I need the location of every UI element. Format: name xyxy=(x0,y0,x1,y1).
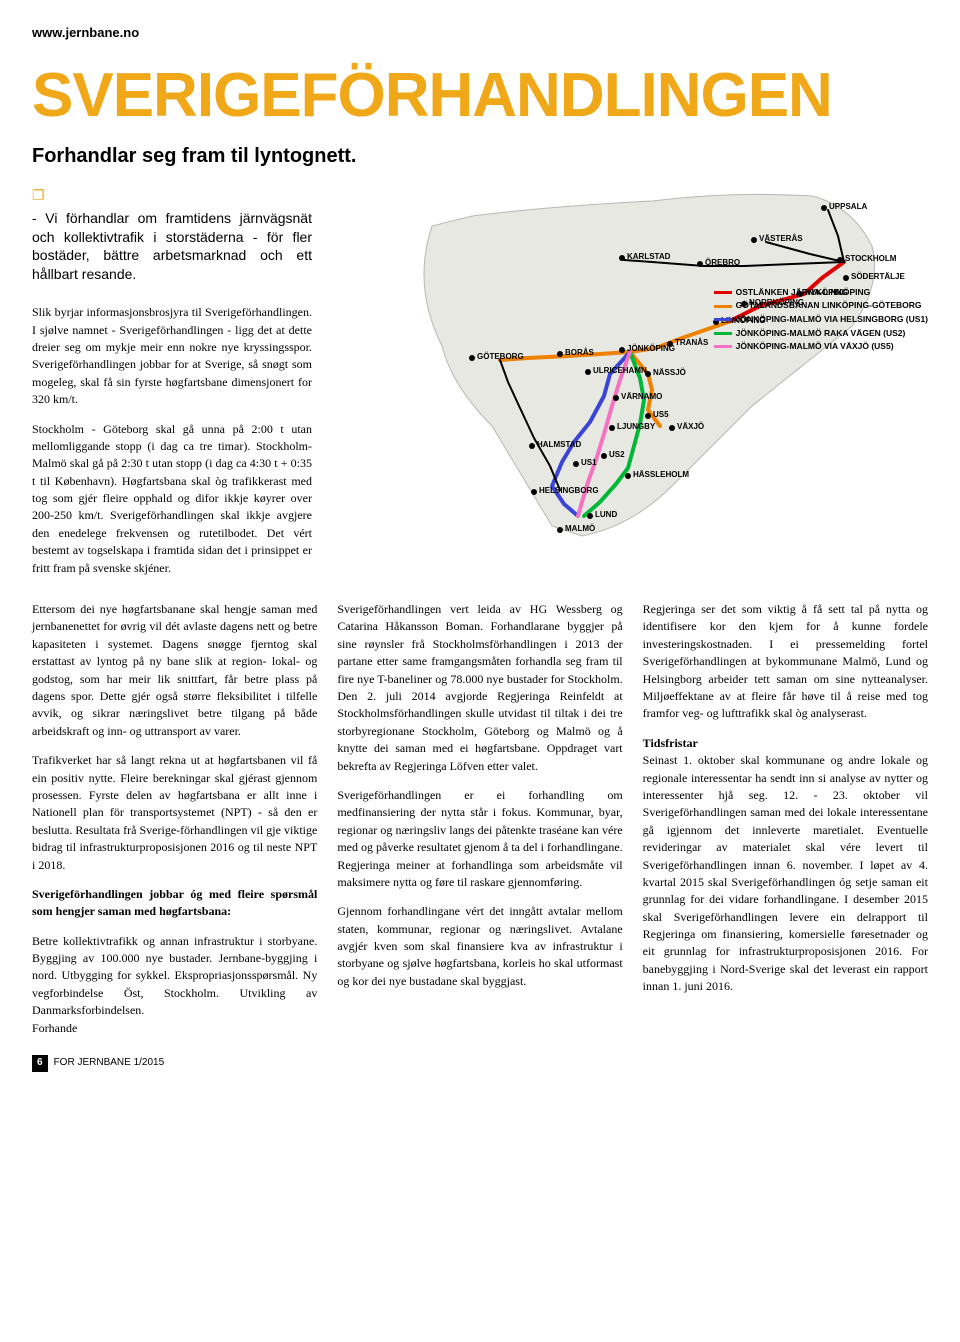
city-dot xyxy=(645,413,651,419)
legend-row: GÖTALANDSBANAN LINKÖPING-GÖTEBORG xyxy=(714,299,928,313)
subheadline: Forhandlar seg fram til lyntognett. xyxy=(32,145,928,168)
legend-row: JÖNKÖPING-MALMÖ RAKA VÄGEN (US2) xyxy=(714,327,928,341)
city-dot xyxy=(751,237,757,243)
body-p4: Trafikverket har så langt rekna ut at hø… xyxy=(32,752,317,874)
city-dot xyxy=(613,395,619,401)
city-label: HALMSTAD xyxy=(537,440,582,449)
city-dot xyxy=(625,473,631,479)
city-label: US2 xyxy=(609,450,625,459)
legend-swatch xyxy=(714,332,732,335)
city-label: HELSINGBORG xyxy=(539,486,599,495)
main-headline: SVERIGEFÖRHANDLINGEN xyxy=(32,51,928,141)
legend-label: JÖNKÖPING-MALMÖ RAKA VÄGEN (US2) xyxy=(736,327,906,341)
city-dot xyxy=(609,425,615,431)
city-dot xyxy=(697,261,703,267)
body-p1: Slik byrjar informasjonsbrosjyra til Sve… xyxy=(32,304,312,408)
city-dot xyxy=(469,355,475,361)
site-url: www.jernbane.no xyxy=(32,24,928,43)
legend-swatch xyxy=(714,345,732,348)
city-label: KARLSTAD xyxy=(627,252,671,261)
body-p10: Regjeringa ser det som viktig å få sett … xyxy=(643,601,928,723)
city-dot xyxy=(557,527,563,533)
city-label: NÄSSJÖ xyxy=(653,368,686,377)
body-p2: Stockholm - Göteborg skal gå unna på 2:0… xyxy=(32,421,312,578)
city-dot xyxy=(585,369,591,375)
city-label: BORÅS xyxy=(565,348,595,357)
city-dot xyxy=(601,453,607,459)
city-dot xyxy=(619,255,625,261)
map-legend: OSTLÄNKEN JÄRNA-LINKÖPINGGÖTALANDSBANAN … xyxy=(714,286,928,354)
city-dot xyxy=(531,489,537,495)
legend-label: JÖNKÖPING-MALMÖ VIA HELSINGBORG (US1) xyxy=(736,313,928,327)
city-dot xyxy=(573,461,579,467)
city-label: VÄXJÖ xyxy=(677,422,704,431)
route-map: UPPSALA VÄSTERÅS STOCKHOLM KARLSTAD ÖREBRO SÖ… xyxy=(336,186,928,589)
legend-row: JÖNKÖPING-MALMÖ VIA VÄXJÖ (US5) xyxy=(714,340,928,354)
city-label: SÖDERTÄLJE xyxy=(851,272,905,281)
body-p11: TidsfristarSeinast 1. oktober skal kommu… xyxy=(643,735,928,996)
city-label: VÄSTERÅS xyxy=(759,234,803,243)
city-label: ÖREBRO xyxy=(705,258,740,267)
city-label: STOCKHOLM xyxy=(845,254,897,263)
city-dot xyxy=(619,347,625,353)
body-p6: Betre kollektivtrafikk og annan infrastr… xyxy=(32,933,317,1037)
city-label: US5 xyxy=(653,410,669,419)
body-p9: Gjennom forhandlingane vért det inngått … xyxy=(337,903,622,990)
legend-row: JÖNKÖPING-MALMÖ VIA HELSINGBORG (US1) xyxy=(714,313,928,327)
page-number: 6 xyxy=(32,1055,48,1072)
body-p5-lead: Sverigeförhandlingen jobbar óg med fleir… xyxy=(32,886,317,921)
city-label: ULRICEHAMN xyxy=(593,366,647,375)
city-label: HÄSSLEHOLM xyxy=(633,470,689,479)
city-dot xyxy=(557,351,563,357)
city-dot xyxy=(529,443,535,449)
city-label: LUND xyxy=(595,510,617,519)
map-svg: UPPSALA VÄSTERÅS STOCKHOLM KARLSTAD ÖREBRO SÖ… xyxy=(336,186,928,546)
city-dot xyxy=(587,513,593,519)
body-p3: Ettersom dei nye høgfartsbanane skal hen… xyxy=(32,601,317,740)
intro-paragraph: - Vi förhandlar om framtidens järnvägsnä… xyxy=(32,186,312,284)
city-dot xyxy=(821,205,827,211)
city-dot xyxy=(669,425,675,431)
city-dot xyxy=(843,275,849,281)
city-label: UPPSALA xyxy=(829,202,867,211)
legend-label: GÖTALANDSBANAN LINKÖPING-GÖTEBORG xyxy=(736,299,922,313)
city-label: VÄRNAMO xyxy=(621,392,662,401)
body-p8: Sverigeförhandlingen er ei forhandling o… xyxy=(337,787,622,891)
city-dot xyxy=(667,341,673,347)
city-label: GÖTEBORG xyxy=(477,352,524,361)
legend-label: OSTLÄNKEN JÄRNA-LINKÖPING xyxy=(736,286,871,300)
issue-label: FOR JERNBANE 1/2015 xyxy=(54,1056,165,1071)
city-dot xyxy=(837,257,843,263)
legend-swatch xyxy=(714,318,732,321)
legend-row: OSTLÄNKEN JÄRNA-LINKÖPING xyxy=(714,286,928,300)
legend-label: JÖNKÖPING-MALMÖ VIA VÄXJÖ (US5) xyxy=(736,340,894,354)
body-p7: Sverigeförhandlingen vert leida av HG We… xyxy=(337,601,622,775)
legend-swatch xyxy=(714,305,732,308)
city-label: LJUNGBY xyxy=(617,422,656,431)
page-footer: 6 FOR JERNBANE 1/2015 xyxy=(32,1055,928,1072)
legend-swatch xyxy=(714,291,732,294)
city-label: MALMÖ xyxy=(565,524,595,533)
city-label: TRANÅS xyxy=(675,338,709,347)
city-label: US1 xyxy=(581,458,597,467)
map-landmass xyxy=(424,194,875,536)
